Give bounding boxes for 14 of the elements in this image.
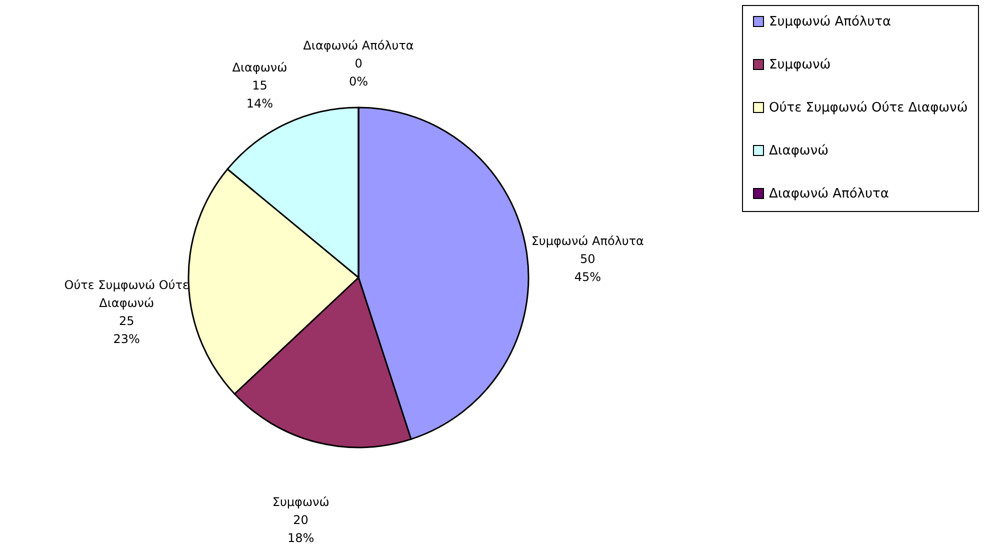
slice-label: Διαφωνώ [232, 60, 288, 75]
legend-label: Διαφωνώ [769, 144, 828, 158]
text: 0 0% [348, 56, 368, 88]
slice-label: Συμφωνώ Απόλυτα [531, 234, 644, 248]
legend-label: Συμφωνώ [769, 58, 831, 72]
data-label: 20 18% [287, 513, 314, 546]
category-label: Διαφωνώ Απόλυτα [303, 38, 414, 52]
legend-label: Συμφωνώ Απόλυτα [769, 14, 892, 30]
legend-label: Ούτε Συμφωνώ Ούτε Διαφωνώ [769, 100, 968, 116]
data-label: 25 23% [113, 314, 140, 346]
data-label: 50 45% [574, 252, 601, 284]
legend-label: Διαφωνώ Απόλυτα [769, 186, 889, 202]
data-label: 15 14% [246, 78, 274, 111]
slice-label: Συμφωνώ [272, 495, 330, 510]
